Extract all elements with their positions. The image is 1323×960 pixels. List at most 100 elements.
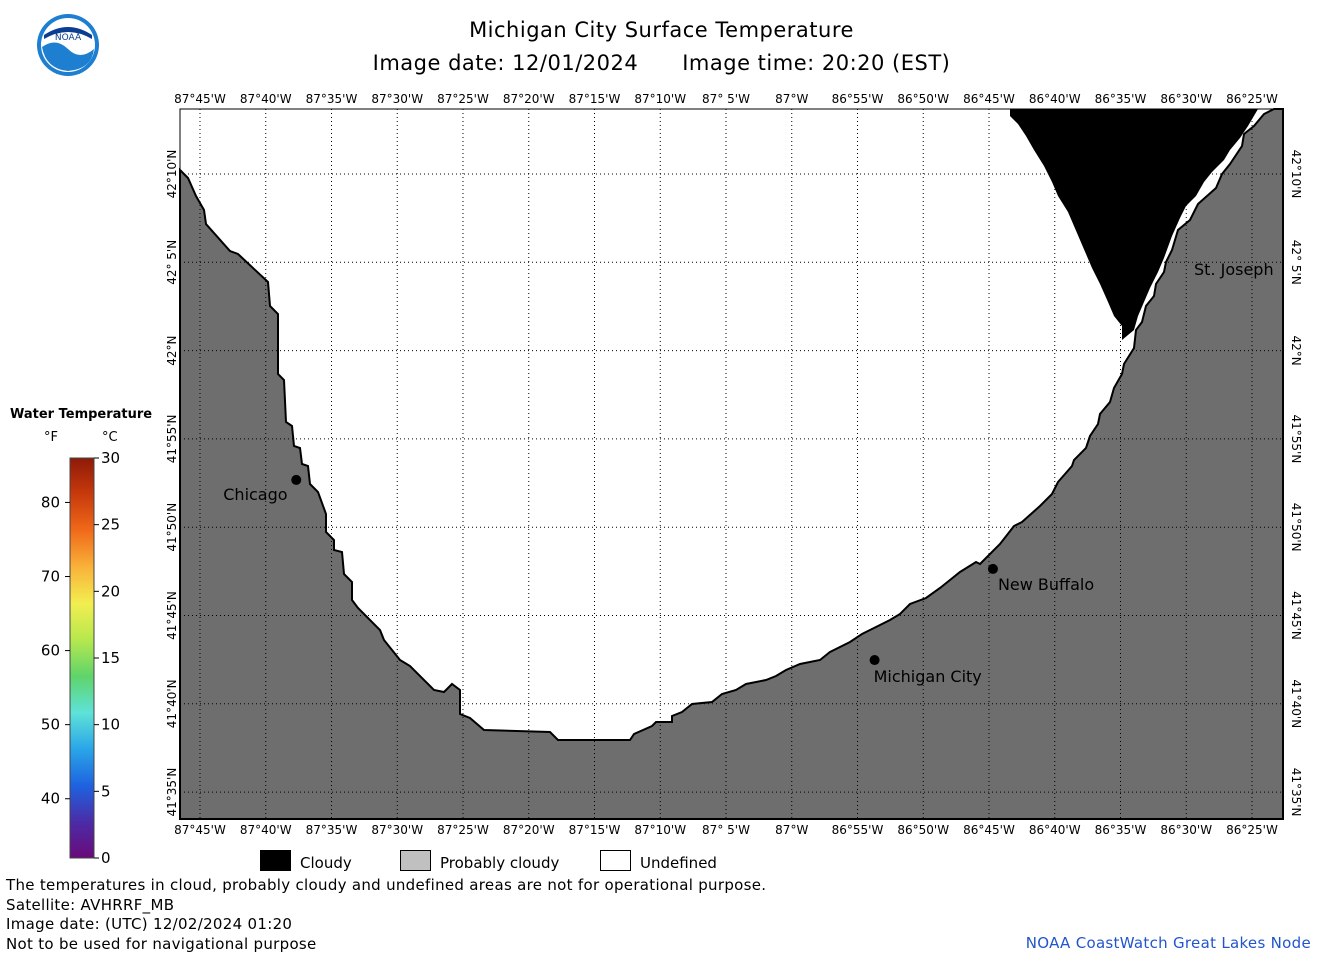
legend-undefined-label: Undefined xyxy=(640,854,717,872)
lon-tick-label: 87°25'W xyxy=(437,92,489,106)
colorbar-unit-c: °C xyxy=(102,430,118,445)
legend-cloudy-label: Cloudy xyxy=(300,854,352,872)
lon-tick-label: 87° 5'W xyxy=(702,92,750,106)
lat-tick-label: 41°55'N xyxy=(1289,414,1303,463)
legend-undefined-swatch xyxy=(600,850,631,871)
city-label-chicago: Chicago xyxy=(223,485,287,504)
lat-tick-label: 42° 5'N xyxy=(165,240,179,285)
lon-tick-label: 86°25'W xyxy=(1226,823,1278,837)
lon-tick-label: 87°40'W xyxy=(240,823,292,837)
colorbar-title: Water Temperature xyxy=(10,407,153,422)
city-label-michigan-city: Michigan City xyxy=(874,667,982,686)
noaa-logo-text: NOAA xyxy=(55,33,82,43)
lon-tick-label: 87°30'W xyxy=(371,823,423,837)
colorbar-gradient xyxy=(69,457,95,859)
city-marker-michigan-city xyxy=(869,655,880,666)
map-border xyxy=(179,108,1284,820)
legend-probably-cloudy-swatch xyxy=(400,850,431,871)
navigation-note: Not to be used for navigational purpose xyxy=(6,935,317,953)
city-label-new-buffalo: New Buffalo xyxy=(998,575,1094,594)
lat-tick-label: 42° 5'N xyxy=(1289,240,1303,285)
lon-tick-label: 87°25'W xyxy=(437,823,489,837)
f-tick-label: 70 xyxy=(41,568,60,586)
lon-tick-label: 87°20'W xyxy=(503,823,555,837)
city-marker-chicago xyxy=(291,474,302,485)
lon-tick-label: 87°W xyxy=(775,823,808,837)
disclaimer-note: The temperatures in cloud, probably clou… xyxy=(6,876,767,894)
lat-tick-label: 42°N xyxy=(165,335,179,365)
lon-tick-label: 87°45'W xyxy=(174,823,226,837)
c-tick-label: 20 xyxy=(101,582,120,600)
lon-tick-label: 86°35'W xyxy=(1095,92,1147,106)
credit-label: NOAA CoastWatch Great Lakes Node xyxy=(1025,934,1311,952)
c-tick-label: 15 xyxy=(101,649,120,667)
lon-tick-label: 86°30'W xyxy=(1160,92,1212,106)
f-tick-label: 60 xyxy=(41,642,60,660)
latitude-labels-right: 42°10'N 42° 5'N 42°N 41°55'N 41°50'N 41°45'N 4… xyxy=(1289,150,1303,817)
legend-probably-cloudy-label: Probably cloudy xyxy=(440,854,560,872)
latitude-labels-left: 42°10'N 42° 5'N 42°N 41°55'N 41°50'N 41°45'N 4… xyxy=(165,150,179,817)
lon-tick-label: 87°35'W xyxy=(306,92,358,106)
lat-tick-label: 41°40'N xyxy=(165,679,179,728)
lat-tick-label: 42°N xyxy=(1289,335,1303,365)
lat-tick-label: 41°50'N xyxy=(1289,503,1303,552)
lat-tick-label: 41°40'N xyxy=(1289,679,1303,728)
lon-tick-label: 87°30'W xyxy=(371,92,423,106)
lon-tick-label: 87° 5'W xyxy=(702,823,750,837)
lon-tick-label: 86°40'W xyxy=(1029,823,1081,837)
lat-tick-label: 41°50'N xyxy=(165,503,179,552)
utc-date-note: Image date: (UTC) 12/02/2024 01:20 xyxy=(6,915,293,933)
lon-tick-label: 86°55'W xyxy=(832,823,884,837)
lon-tick-label: 86°50'W xyxy=(897,823,949,837)
satellite-note: Satellite: AVHRRF_MB xyxy=(6,896,175,914)
c-tick-label: 0 xyxy=(101,849,111,867)
lat-tick-label: 41°35'N xyxy=(1289,768,1303,817)
colorbar-ticks: 0 5 10 15 20 25 30 40 50 60 70 80 xyxy=(41,450,120,867)
f-tick-label: 40 xyxy=(41,790,60,808)
image-date: Image date: 12/01/2024 xyxy=(372,51,639,75)
page-subtitle: Image date: 12/01/2024 Image time: 20:20 … xyxy=(0,51,1323,75)
lon-tick-label: 87°10'W xyxy=(634,823,686,837)
lon-tick-label: 86°35'W xyxy=(1095,823,1147,837)
f-tick-label: 80 xyxy=(41,493,60,511)
city-markers: Chicago Michigan City New Buffalo St. Josep… xyxy=(223,260,1273,686)
lon-tick-label: 87°20'W xyxy=(503,92,555,106)
longitude-labels-bottom: 87°45'W 87°40'W 87°35'W 87°30'W 87°25'W 87°20… xyxy=(174,823,1278,837)
lat-tick-label: 42°10'N xyxy=(165,150,179,199)
lat-tick-label: 41°55'N xyxy=(165,414,179,463)
lat-tick-label: 41°45'N xyxy=(165,591,179,640)
lon-tick-label: 86°50'W xyxy=(897,92,949,106)
lon-tick-label: 87°15'W xyxy=(569,823,621,837)
lon-tick-label: 86°45'W xyxy=(963,823,1015,837)
colorbar-unit-f: °F xyxy=(44,430,58,445)
lon-tick-label: 87°35'W xyxy=(306,823,358,837)
lon-tick-label: 87°10'W xyxy=(634,92,686,106)
city-marker-new-buffalo xyxy=(987,563,998,574)
lon-tick-label: 87°40'W xyxy=(240,92,292,106)
lon-tick-label: 86°30'W xyxy=(1160,823,1212,837)
legend-cloudy-swatch xyxy=(260,850,291,871)
lon-tick-label: 86°40'W xyxy=(1029,92,1081,106)
land-west xyxy=(179,108,1284,820)
page-title: Michigan City Surface Temperature xyxy=(469,18,854,42)
city-label-st-joseph: St. Joseph xyxy=(1194,260,1274,279)
lon-tick-label: 86°25'W xyxy=(1226,92,1278,106)
c-tick-label: 30 xyxy=(101,450,120,467)
colorbar: 0 5 10 15 20 25 30 40 50 60 70 80 xyxy=(41,450,120,867)
lon-tick-label: 86°55'W xyxy=(832,92,884,106)
lon-tick-label: 87°15'W xyxy=(569,92,621,106)
lon-tick-label: 86°45'W xyxy=(963,92,1015,106)
lon-tick-label: 87°W xyxy=(775,92,808,106)
c-tick-label: 25 xyxy=(101,516,120,534)
lon-tick-label: 87°45'W xyxy=(174,92,226,106)
lat-tick-label: 41°35'N xyxy=(165,768,179,817)
c-tick-label: 5 xyxy=(101,782,111,800)
lat-tick-label: 41°45'N xyxy=(1289,591,1303,640)
c-tick-label: 10 xyxy=(101,716,120,734)
noaa-logo-icon: NOAA xyxy=(37,14,99,76)
image-time: Image time: 20:20 (EST) xyxy=(682,51,951,75)
f-tick-label: 50 xyxy=(41,716,60,734)
longitude-labels-top: 87°45'W 87°40'W 87°35'W 87°30'W 87°25'W 87°20… xyxy=(174,92,1278,106)
